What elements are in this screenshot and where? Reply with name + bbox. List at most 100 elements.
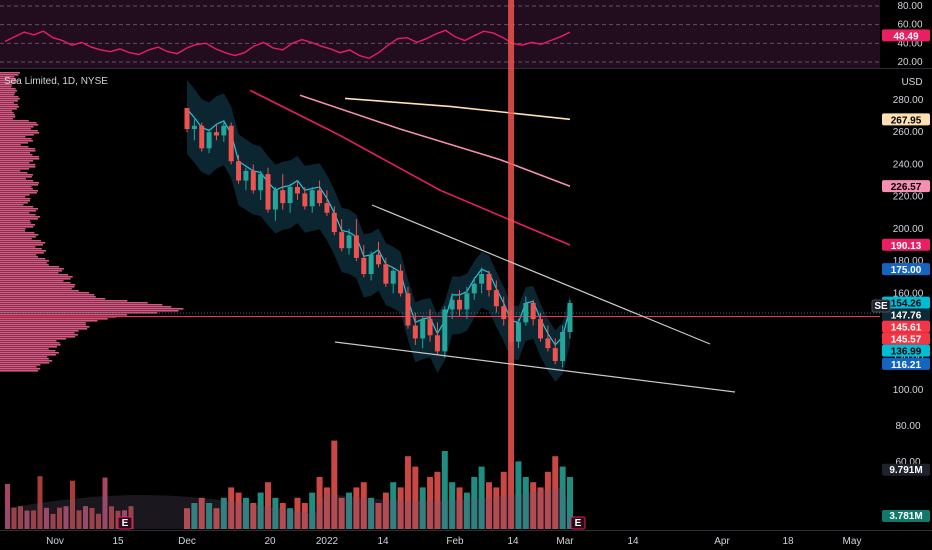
candle-body (434, 335, 440, 352)
time-axis[interactable]: Nov 15 Dec 20 2022 14 Feb 14 Mar 14 Apr 18 May (46, 536, 861, 547)
moving-average-short (249, 89, 571, 246)
volume-bar (404, 456, 411, 529)
volume-profile-bar (0, 210, 37, 212)
volume-bar (493, 487, 500, 529)
earnings-badge-1[interactable]: E (117, 516, 133, 530)
volume-profile-bar (0, 360, 53, 362)
volume-bar (44, 507, 49, 529)
volume-bar (552, 456, 559, 529)
moving-average-long (344, 97, 571, 121)
volume-profile-bar (0, 344, 61, 346)
volume-profile-bar (0, 310, 179, 312)
price-badge (882, 344, 930, 357)
volume-profile-bar (0, 92, 16, 94)
volume-bar (213, 508, 220, 529)
volume-bar (24, 510, 30, 529)
volume-profile-bar (0, 74, 19, 76)
price-badge (882, 180, 930, 193)
candle-body (479, 274, 485, 284)
volume-profile-bar (0, 230, 25, 232)
volume-bar (412, 466, 419, 529)
volume-profile-bar (0, 156, 39, 158)
volume-profile-bar (0, 256, 38, 258)
price-tick-label: 220.00 (893, 192, 924, 203)
volume-bar (478, 466, 485, 529)
volume-profile-bar (0, 216, 41, 218)
rsi-pane[interactable]: 80.00 60.00 40.00 20.00 48.49 (0, 0, 930, 68)
volume-profile-bar (0, 242, 46, 244)
price-badge (882, 296, 930, 309)
volume-profile-bar (0, 334, 78, 336)
volume-profile-bar (0, 244, 43, 246)
volume-profile-bar (0, 252, 44, 254)
candle-body (184, 108, 190, 129)
volume-profile-bar (0, 166, 36, 168)
volume-profile-bar (0, 276, 73, 278)
volume-profile-bar (0, 106, 19, 108)
volume-bar (368, 497, 375, 529)
candle-body (236, 161, 242, 181)
candle-body (191, 125, 197, 129)
volume-profile-bar (0, 258, 46, 260)
volume-bar (515, 461, 522, 529)
volume-bar (250, 503, 257, 529)
candle-body (545, 338, 551, 349)
volume-bar (346, 492, 353, 529)
volume-bar (31, 510, 36, 529)
volume-profile-bar (0, 288, 72, 290)
price-tick-label: 60.00 (895, 457, 920, 468)
trendline-upper[interactable] (371, 204, 711, 345)
volume-profile-bar (0, 328, 88, 330)
candle-body (213, 132, 219, 136)
candle-body (199, 125, 205, 149)
trendline-lower[interactable] (334, 341, 736, 393)
volume-profile-bar (0, 98, 20, 100)
volume-profile-bar (0, 102, 15, 104)
volume-bar (485, 482, 492, 529)
volume-bar (228, 487, 235, 529)
volume-bar (323, 487, 330, 529)
volume-bar (537, 487, 544, 529)
volume-last-badge (882, 463, 930, 476)
volume-profile-bar (0, 192, 37, 194)
volume-bar (360, 482, 367, 529)
candle-body (486, 274, 492, 291)
volume-profile-bar (0, 240, 41, 242)
volume-profile-bar (0, 238, 32, 240)
price-badge (882, 357, 930, 370)
price-pane[interactable]: Sea Limited, 1D, NYSE (0, 0, 880, 529)
volume-profile-bar (0, 82, 17, 84)
candle-body (368, 254, 374, 274)
volume-bar (235, 492, 242, 529)
volume-bar (434, 471, 441, 529)
volume-profile-bar (0, 284, 76, 286)
volume-bar (567, 477, 573, 529)
earnings-badge-2[interactable]: E (570, 516, 586, 530)
time-tick-label: Nov (46, 536, 64, 547)
volume-profile-bar (0, 126, 34, 128)
price-badge (882, 238, 930, 251)
volume-profile-bar (0, 320, 98, 322)
volume-profile-bar (0, 358, 49, 360)
price-badge-label: 267.95 (891, 115, 922, 126)
volume-ma-badge (882, 510, 930, 522)
volume-profile-bar (0, 208, 38, 210)
price-badge (882, 308, 930, 321)
symbol-badge[interactable]: SE (871, 299, 891, 313)
volume-profile-bar (0, 152, 31, 154)
volume-profile-bar (0, 308, 184, 310)
volume-profile-bar (0, 306, 172, 308)
volume-profile-bar (0, 162, 30, 164)
volume-ma-area (5, 487, 570, 529)
volume-profile-bar (0, 88, 16, 90)
candle-body (339, 232, 345, 249)
candle-body (383, 264, 389, 284)
price-tick-label: 160.00 (893, 288, 924, 299)
volume-bar (309, 492, 316, 529)
volume-profile-bar (0, 140, 33, 142)
time-axis-bg (0, 530, 932, 550)
time-tick-label: 14 (627, 536, 639, 547)
volume-profile-bar (0, 366, 37, 368)
volume-profile-bar (0, 332, 75, 334)
